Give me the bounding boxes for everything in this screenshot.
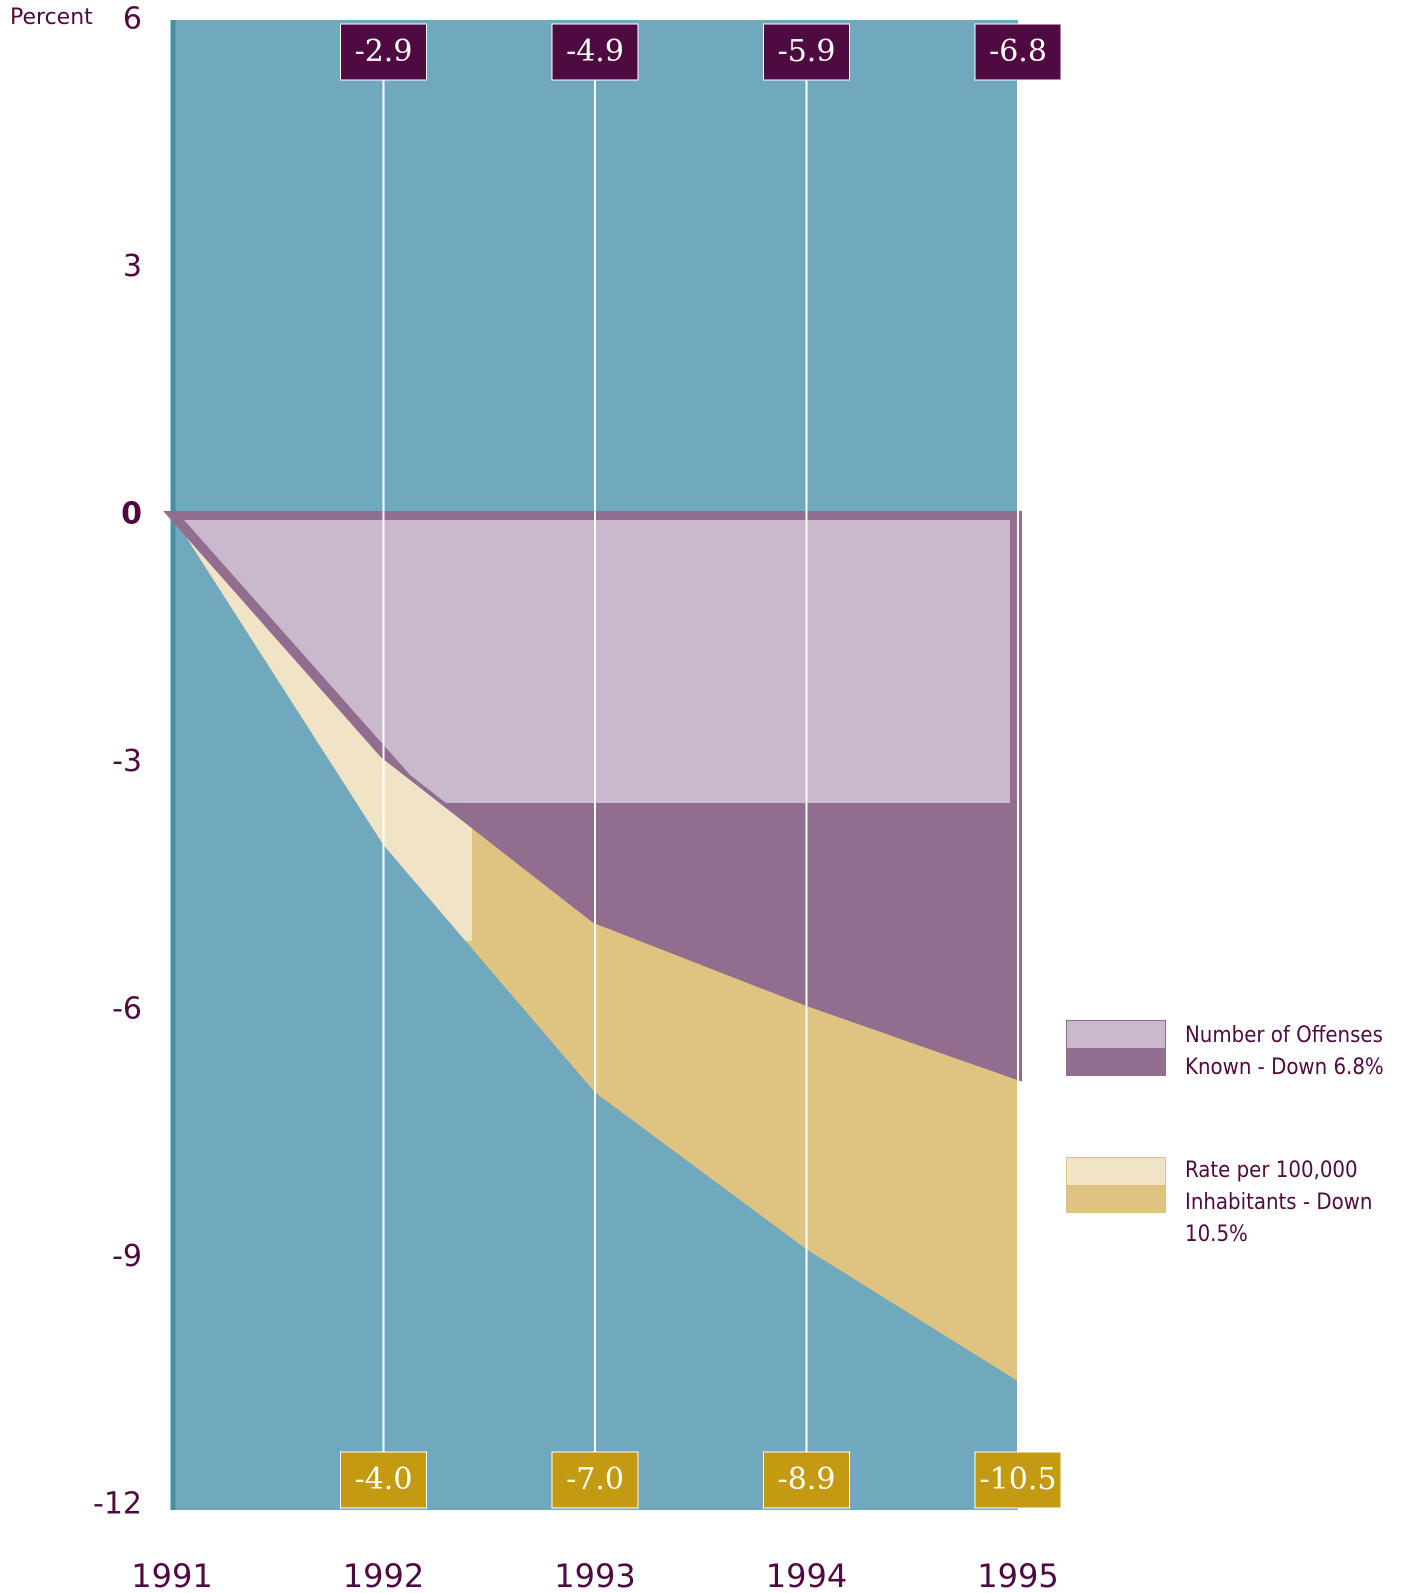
x-tick-label: 1992: [343, 1557, 424, 1593]
y-tick-label: -6: [112, 992, 142, 1027]
x-tick-label: 1993: [554, 1557, 635, 1593]
legend-swatch-highlight: [1067, 1021, 1165, 1048]
value-label-box: [551, 23, 639, 81]
value-label: -8.9: [778, 1462, 836, 1497]
value-label: -2.9: [355, 34, 413, 69]
value-label: -7.0: [566, 1462, 624, 1497]
y-tick-label: -3: [112, 744, 142, 779]
y-tick-label: 6: [123, 2, 142, 37]
legend-label: Number of Offenses Known - Down 6.8%: [1185, 1023, 1384, 1080]
value-label: -10.5: [980, 1462, 1057, 1497]
legend-swatch-highlight: [1067, 1158, 1165, 1185]
legend-label: Rate per 100,000 Inhabitants - Down 10.5…: [1185, 1158, 1373, 1247]
y-axis-title: Percent: [10, 5, 93, 30]
x-tick-label: 1995: [977, 1557, 1058, 1593]
value-label: -6.8: [989, 34, 1047, 69]
area-highlight: [184, 520, 1010, 803]
value-label-box: [551, 1451, 639, 1509]
value-label-box: [340, 1451, 427, 1509]
y-tick-label: -9: [112, 1239, 142, 1274]
value-label-box: [763, 1451, 850, 1509]
value-label: -4.0: [355, 1462, 413, 1497]
y-tick-label: 0: [121, 497, 142, 532]
value-label: -5.9: [778, 34, 836, 69]
x-tick-label: 1991: [131, 1557, 212, 1593]
x-tick-label: 1994: [766, 1557, 847, 1593]
value-label: -4.9: [566, 34, 624, 69]
value-label-box: [763, 23, 850, 81]
value-label-box: [340, 23, 427, 81]
value-label-box: [974, 23, 1062, 81]
y-tick-label: 3: [123, 249, 142, 284]
value-label-box: [974, 1451, 1062, 1509]
y-tick-label: -12: [93, 1487, 142, 1522]
